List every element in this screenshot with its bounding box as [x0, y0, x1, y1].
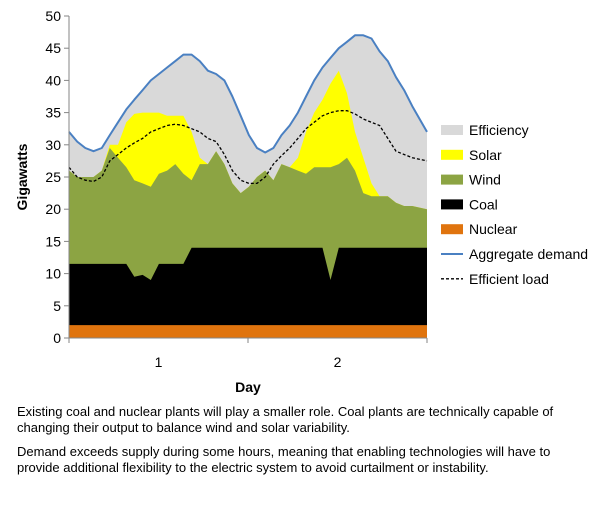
- coal-legend-swatch: [441, 199, 463, 210]
- stacked-areas: [69, 35, 427, 339]
- caption: Existing coal and nuclear plants will pl…: [17, 404, 587, 484]
- axes: 0 5 10 15 20 25 30 35 40 45 50 1 2: [45, 8, 428, 370]
- x-axis-title: Day: [235, 379, 261, 395]
- nuclear-area: [69, 325, 427, 338]
- chart: 0 5 10 15 20 25 30 35 40 45 50 1 2 Efficiency Solar Wi…: [14, 8, 588, 395]
- nuclear-legend-swatch: [441, 224, 463, 235]
- y-tick-label: 35: [45, 105, 61, 121]
- y-tick-label: 10: [45, 266, 61, 282]
- y-tick-label: 15: [45, 233, 61, 249]
- y-tick-label: 30: [45, 137, 61, 153]
- efficient-legend-label: Efficient load: [469, 271, 549, 287]
- legend: Efficiency Solar Wind Coal Nuclear Aggregate …: [441, 122, 588, 287]
- solar-legend-label: Solar: [469, 147, 502, 163]
- y-axis-title: Gigawatts: [14, 143, 30, 210]
- y-tick-label: 45: [45, 40, 61, 56]
- series-lines: [68, 34, 428, 185]
- nuclear-legend-label: Nuclear: [469, 221, 518, 237]
- y-tick-label: 0: [53, 330, 61, 346]
- aggregate-demand-line: [68, 34, 428, 154]
- y-tick-label: 25: [45, 169, 61, 185]
- y-tick-label: 5: [53, 298, 61, 314]
- wind-legend-swatch: [441, 174, 463, 185]
- caption-paragraph-2: Demand exceeds supply during some hours,…: [17, 444, 551, 475]
- efficiency-legend-swatch: [441, 125, 463, 135]
- wind-legend-label: Wind: [469, 172, 501, 188]
- y-tick-label: 50: [45, 8, 61, 24]
- demand-legend-label: Aggregate demand: [469, 246, 588, 262]
- coal-legend-label: Coal: [469, 196, 498, 212]
- y-tick-label: 20: [45, 201, 61, 217]
- y-tick-label: 40: [45, 72, 61, 88]
- coal-area: [69, 247, 427, 338]
- x-tick-label: 2: [334, 354, 342, 370]
- efficiency-legend-label: Efficiency: [469, 122, 529, 138]
- x-tick-label: 1: [155, 354, 163, 370]
- caption-paragraph-1: Existing coal and nuclear plants will pl…: [17, 404, 554, 435]
- solar-legend-swatch: [441, 149, 463, 160]
